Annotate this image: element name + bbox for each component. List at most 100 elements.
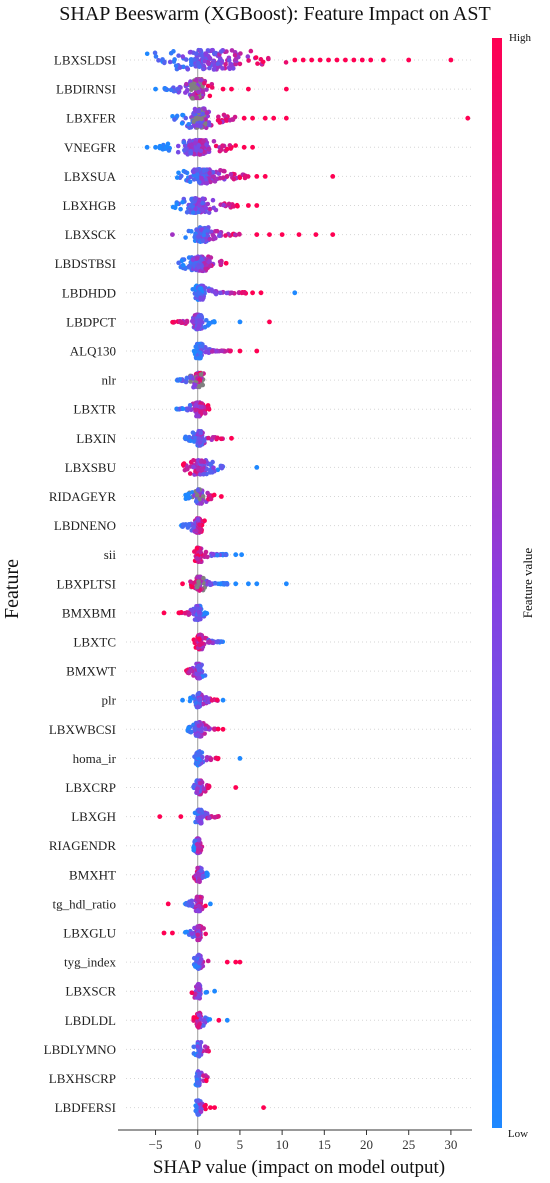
data-point [191,81,196,86]
data-point [205,405,211,410]
data-point [224,173,230,179]
x-tick-label: −5 [149,1137,163,1152]
feature-labels: LBXSLDSI LBDIRNSI LBXFER VNEGFR LBXSUA LBXHGB… [44,53,117,1116]
data-point [195,1098,200,1104]
feature-label: BMXBMI [62,605,116,620]
data-point [205,201,211,207]
data-point [193,407,198,413]
data-point [199,343,205,349]
data-point [198,372,204,377]
data-point [229,48,235,53]
outlier-point [245,86,251,92]
data-point [196,143,201,148]
data-point [198,404,204,410]
colorbar-low-label: Low [508,1128,528,1140]
feature-label: LBXTC [73,635,116,650]
outlier-point [296,232,302,238]
data-point [209,287,214,292]
data-point [255,61,260,66]
data-point [237,175,243,181]
data-point [196,1071,202,1077]
data-point [186,725,191,731]
data-point [175,86,181,92]
data-point [253,55,259,60]
outlier-point [330,174,336,179]
outlier-point [229,86,234,92]
outlier-point [180,581,185,587]
data-point [197,350,203,356]
data-point [203,903,208,909]
outlier-point [448,57,454,63]
data-point [202,1044,208,1049]
outlier-point [250,144,255,150]
outlier-point [170,232,175,238]
data-point [208,255,214,260]
data-point [193,196,198,201]
data-point [200,200,205,206]
data-point [187,179,193,185]
outlier-point [250,115,255,121]
outlier-point [180,697,185,703]
data-point [203,349,209,355]
data-point [220,175,226,181]
data-point [201,459,207,465]
outlier-point [165,901,171,907]
data-point [188,669,193,674]
feature-label: LBXSBU [65,460,117,475]
data-point [218,581,224,586]
data-point [207,263,213,269]
data-point [228,171,234,177]
data-point [193,499,199,504]
data-point [200,89,206,94]
data-point [188,374,193,379]
data-point [167,59,173,65]
data-point [180,524,186,529]
data-point [183,115,189,121]
outlier-point [216,1017,222,1023]
x-axis-ticks: −5 0 5 10 15 20 25 30 [149,1130,457,1152]
data-point [199,53,205,58]
data-point [245,174,251,179]
data-point [202,731,207,736]
outlier-point [207,1105,213,1110]
data-point [194,556,200,561]
data-point [194,123,200,128]
data-point [230,117,235,122]
feature-label: LBDLYMNO [44,1042,116,1057]
data-point [204,87,209,92]
data-point [186,263,192,269]
data-point [195,932,201,938]
data-point [223,552,229,558]
outlier-point [254,581,260,587]
data-point [199,208,205,213]
data-point [202,1103,208,1109]
data-point [184,375,190,381]
data-point [228,348,233,354]
data-point [195,467,201,472]
data-point [197,64,202,70]
x-tick-label: 25 [402,1137,415,1152]
data-point [192,140,198,146]
data-point [184,209,190,215]
outlier-point [144,144,150,150]
data-point [191,1044,197,1050]
feature-label: LBXCRP [65,780,116,795]
data-point [209,698,215,703]
data-point [208,462,213,467]
outlier-point [283,581,289,587]
chart-title: SHAP Beeswarm (XGBoost): Feature Impact … [59,3,490,25]
feature-label: LBXIN [76,431,116,446]
data-point [207,206,213,212]
data-point [179,121,185,126]
data-point [198,77,204,83]
data-point [168,87,174,93]
data-point [183,434,188,440]
data-point [222,168,227,174]
data-point [199,257,204,262]
data-point [197,697,202,702]
data-point [197,320,202,325]
data-point [194,1104,199,1110]
data-point [201,66,206,72]
data-point [193,206,198,212]
feature-label: LBXPLTSI [57,576,116,591]
